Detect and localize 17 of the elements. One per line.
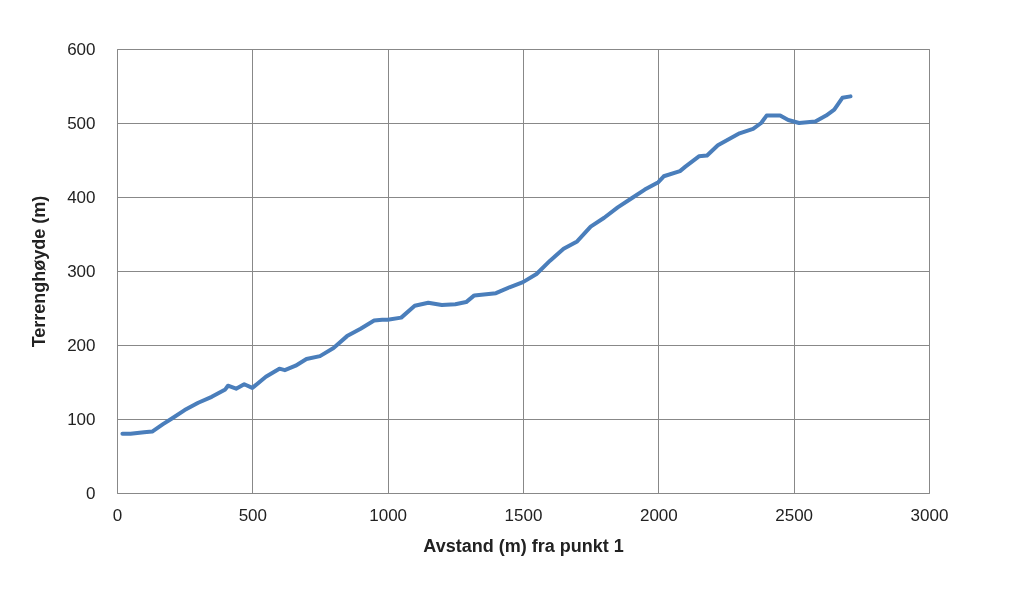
- x-tick-label: 2000: [639, 505, 678, 525]
- y-tick-label: 600: [67, 39, 96, 59]
- y-tick-label: 200: [67, 335, 96, 355]
- y-tick-label: 400: [67, 187, 96, 207]
- x-axis-title: Avstand (m) fra punkt 1: [423, 535, 624, 556]
- y-tick-label: 100: [67, 409, 96, 429]
- x-tick-label: 0: [112, 505, 123, 525]
- x-tick-label: 1500: [504, 505, 543, 525]
- line-series: [120, 94, 853, 436]
- y-tick-label: 0: [86, 483, 96, 503]
- x-tick-label: 1000: [369, 505, 408, 525]
- y-axis-title: Terrenghøyde (m): [29, 195, 50, 348]
- x-tick-label: 500: [238, 505, 268, 525]
- y-tick-label: 300: [67, 261, 96, 281]
- y-tick-label: 500: [67, 113, 96, 133]
- x-tick-label: 3000: [910, 505, 949, 525]
- x-tick-label: 2500: [775, 505, 814, 525]
